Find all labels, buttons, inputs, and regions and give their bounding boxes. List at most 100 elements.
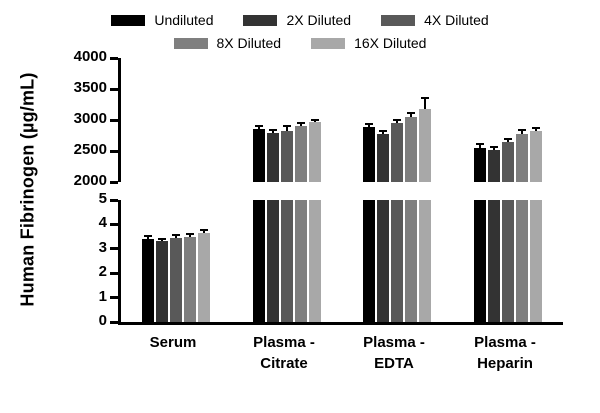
- bar: [267, 200, 279, 322]
- y-tick-label: 0: [98, 312, 107, 329]
- y-tick: [110, 271, 118, 275]
- x-category-label: Plasma - Citrate: [253, 334, 315, 372]
- error-bar-cap: [393, 118, 401, 121]
- y-tick: [110, 247, 118, 251]
- bar: [405, 116, 417, 182]
- error-bar-cap: [518, 128, 526, 131]
- bar: [419, 200, 431, 322]
- bar: [267, 133, 279, 182]
- legend-swatch: [111, 14, 146, 26]
- error-bar-line: [507, 139, 509, 142]
- error-bar-cap: [504, 137, 512, 140]
- error-bar-cap: [172, 234, 180, 237]
- y-tick-label: 3: [98, 238, 107, 256]
- error-bar-cap: [490, 145, 498, 148]
- error-bar-line: [368, 124, 370, 127]
- error-bar-line: [396, 120, 398, 124]
- axis-panel-top: 2000 2500 3000 3500 4000: [74, 48, 563, 189]
- error-bar-line: [203, 231, 205, 233]
- bar: [253, 200, 265, 322]
- error-bar-line: [410, 114, 412, 117]
- legend-item: 2X Diluted: [243, 12, 351, 28]
- y-tick-label: 1: [98, 287, 107, 305]
- error-bar-line: [272, 131, 274, 134]
- y-tick: [110, 87, 118, 91]
- bar: [281, 131, 293, 182]
- y-tick-label: 5: [98, 190, 107, 207]
- bar: [363, 200, 375, 322]
- error-bar-cap: [200, 229, 208, 231]
- y-tick-label: 2500: [73, 141, 107, 158]
- error-bar-cap: [532, 126, 540, 129]
- error-bar-cap: [379, 129, 387, 132]
- y-tick-label: 4000: [73, 48, 107, 65]
- error-bar-cap: [421, 96, 429, 99]
- legend-label: 4X Diluted: [424, 12, 489, 28]
- legend-row: Undiluted 2X Diluted 4X Diluted: [111, 12, 489, 28]
- axis-panel-bottom: 0 1 2 3 4 5: [99, 190, 563, 329]
- error-bar-cap: [476, 143, 484, 146]
- error-bar-cap: [144, 235, 152, 238]
- legend-row: 8X Diluted 16X Diluted: [173, 35, 427, 51]
- legend-label: Undiluted: [154, 12, 214, 28]
- y-tick-label: 3500: [73, 79, 107, 96]
- x-category-label: Serum: [149, 334, 197, 351]
- bar: [281, 200, 293, 322]
- bar: [142, 239, 154, 322]
- legend-label: 16X Diluted: [354, 35, 427, 51]
- bar: [377, 133, 389, 182]
- y-tick: [110, 56, 118, 60]
- error-bar-cap: [255, 125, 263, 128]
- bar: [156, 241, 168, 322]
- bar: [474, 200, 486, 322]
- error-bar-cap: [365, 122, 373, 125]
- y-tick: [110, 320, 118, 324]
- bar: [391, 200, 403, 322]
- x-category-label: Plasma - EDTA: [363, 334, 425, 372]
- bar: [295, 126, 307, 182]
- bar: [530, 200, 542, 322]
- error-bar-cap: [283, 124, 291, 127]
- y-tick: [110, 118, 118, 122]
- y-tick: [110, 180, 118, 184]
- bar: [488, 200, 500, 322]
- error-bar-cap: [297, 122, 305, 125]
- legend-label: 8X Diluted: [216, 35, 282, 51]
- error-bar-line: [300, 124, 302, 127]
- bar: [405, 200, 417, 322]
- error-bar-line: [521, 130, 523, 135]
- legend-swatch: [243, 14, 278, 26]
- error-bar-line: [424, 98, 426, 109]
- error-bar-line: [535, 128, 537, 131]
- error-bar-line: [286, 126, 288, 132]
- legend-item: 8X Diluted: [173, 35, 282, 51]
- error-bar-line: [189, 234, 191, 237]
- bar: [419, 108, 431, 182]
- legend-swatch: [173, 37, 208, 49]
- bar: [502, 141, 514, 182]
- bar: [516, 200, 528, 322]
- legend-swatch: [381, 14, 416, 26]
- bar: [391, 123, 403, 182]
- bar: [198, 232, 210, 322]
- bar: [295, 200, 307, 322]
- y-tick: [110, 149, 118, 153]
- legend-swatch: [311, 37, 346, 49]
- bar: [474, 147, 486, 182]
- error-bar-line: [175, 236, 177, 238]
- error-bar-cap: [158, 238, 166, 241]
- bar: [530, 130, 542, 182]
- y-tick-label: 4: [98, 214, 107, 232]
- bar: [309, 122, 321, 182]
- error-bar-line: [493, 147, 495, 150]
- error-bar-cap: [269, 129, 277, 132]
- bar: [377, 200, 389, 322]
- x-category-label: Plasma - Heparin: [474, 334, 536, 372]
- chart-legend: Undiluted 2X Diluted 4X Diluted 8X Diluted…: [0, 12, 600, 51]
- bar: [309, 200, 321, 322]
- y-tick: [110, 198, 118, 202]
- bar: [488, 149, 500, 182]
